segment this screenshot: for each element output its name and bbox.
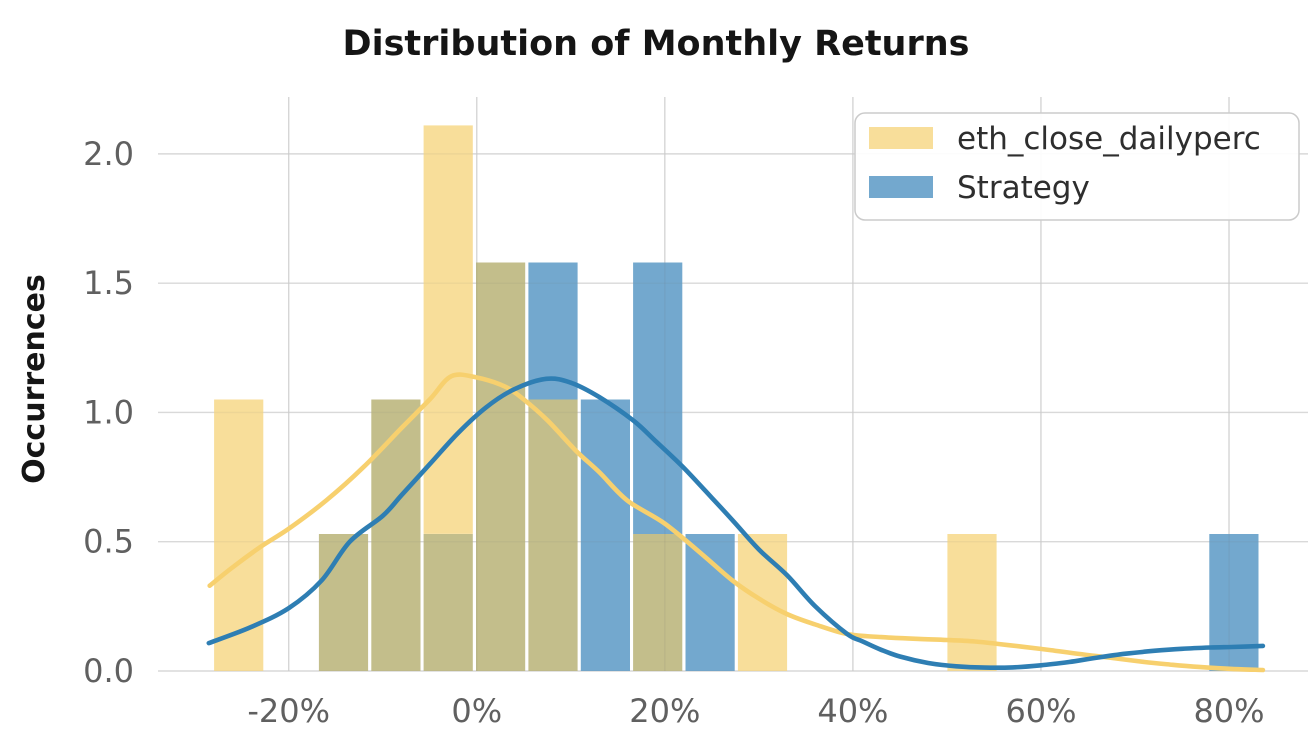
y-tick-label: 2.0 [83,135,134,173]
y-axis-label: Occurrences [17,274,52,484]
legend-box [854,112,1300,221]
y-tick-label: 0.5 [83,523,134,561]
x-tick-label: 60% [1005,692,1076,730]
eth-bar-segment [947,534,997,671]
y-tick-label: 1.5 [83,264,134,302]
y-axis-tick-labels: 0.0 0.5 1.0 1.5 2.0 [83,135,134,690]
x-axis-tick-labels: -20% 0% 20% 40% 60% 80% [247,692,1264,730]
eth-kde-curve [207,372,1266,673]
overlap-bar-segment [633,534,683,671]
y-tick-label: 0.0 [83,652,134,690]
legend-entry-label: Strategy [957,170,1090,206]
chart-title: Distribution of Monthly Returns [343,24,970,64]
overlap-bar-segment [528,399,578,671]
strategy-bar-segment [685,534,735,671]
y-tick-label: 1.0 [83,393,134,431]
kde-curves [206,372,1266,673]
strategy-kde-curve [206,376,1266,671]
eth-bar-segment [423,125,473,534]
overlap-bar-segment [371,399,421,671]
strategy-bar-segment [580,399,630,671]
legend-swatch [869,176,933,198]
overlap-bar-segment [318,534,369,671]
x-tick-label: 40% [817,692,888,730]
legend-swatch [869,127,933,149]
x-tick-label: 0% [451,692,502,730]
overlap-bar-segment [476,262,526,671]
x-tick-label: 20% [629,692,700,730]
strategy-bar-segment [633,262,683,534]
strategy-bar-segment [1209,534,1259,671]
overlap-bar-segment [423,534,473,671]
legend-entry-label: eth_close_dailyperc [957,121,1261,157]
x-tick-label: -20% [247,692,330,730]
x-tick-label: 80% [1193,692,1264,730]
legend: eth_close_dailyperc Strategy [854,112,1300,221]
